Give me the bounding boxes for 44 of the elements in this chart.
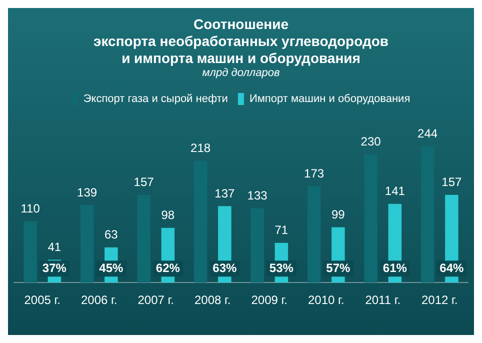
bar xyxy=(24,221,37,283)
data-label: 99 xyxy=(332,208,346,222)
bar xyxy=(364,154,378,283)
x-tick-label: 2007 г. xyxy=(138,293,174,308)
annotation: 64% xyxy=(440,260,464,275)
data-label: 139 xyxy=(77,185,98,200)
x-tick-label: 2006 г. xyxy=(80,293,118,308)
x-tick-label: 2008 г. xyxy=(194,293,231,308)
bar xyxy=(420,146,434,283)
data-label: 218 xyxy=(190,141,211,156)
data-label: 230 xyxy=(360,134,382,148)
data-label: 244 xyxy=(418,126,438,141)
data-label: 141 xyxy=(384,184,406,198)
data-label: 71 xyxy=(274,223,288,238)
bar xyxy=(250,208,264,283)
annotation: 37% xyxy=(42,260,67,275)
annotation: 53% xyxy=(269,260,294,275)
data-label: 157 xyxy=(442,175,462,190)
annotation: 57% xyxy=(326,260,351,275)
bar xyxy=(194,160,208,283)
annotation: 45% xyxy=(99,260,124,275)
x-tick-label: 2009 г. xyxy=(251,293,288,308)
data-label: 157 xyxy=(134,175,154,190)
data-label: 63 xyxy=(104,228,118,242)
data-label: 133 xyxy=(247,188,268,203)
data-label: 173 xyxy=(304,166,324,180)
x-tick-label: 2010 г. xyxy=(308,293,344,308)
data-label: 98 xyxy=(161,208,175,222)
legend-label: Импорт машин и оборудования xyxy=(249,93,410,106)
annotation: 62% xyxy=(156,260,180,275)
annotation: 61% xyxy=(382,260,408,275)
chart-subtitle: млрд долларов xyxy=(202,67,280,79)
bar xyxy=(307,186,321,283)
bar xyxy=(137,194,150,283)
legend-label: Экспорт газа и сырой нефти xyxy=(83,93,228,106)
chart-title: Соотношение экспорта необработанных углеводородов и импорта машин и оборудования xyxy=(93,16,389,67)
data-label: 41 xyxy=(48,240,62,254)
x-tick-label: 2011 г. xyxy=(365,293,401,308)
data-label: 110 xyxy=(20,201,40,216)
x-tick-label: 2012 г. xyxy=(421,293,458,308)
x-tick-label: 2005 г. xyxy=(24,293,61,308)
bar xyxy=(80,204,94,283)
annotation: 63% xyxy=(212,260,238,275)
data-label: 137 xyxy=(214,186,236,200)
